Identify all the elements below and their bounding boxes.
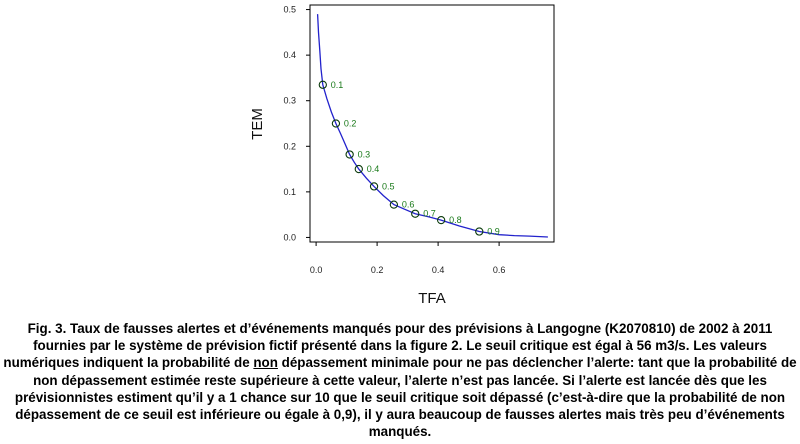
data-point-marker bbox=[369, 182, 379, 191]
x-tick-label: 0.4 bbox=[432, 265, 445, 275]
data-point-marker bbox=[389, 200, 399, 209]
figure-caption: Fig. 3. Taux de fausses alertes et d’évé… bbox=[0, 320, 800, 440]
x-tick-label: 0.0 bbox=[310, 265, 323, 275]
data-point-marker bbox=[345, 150, 354, 159]
data-point-label: 0.2 bbox=[344, 119, 357, 129]
y-tick-label: 0.3 bbox=[283, 96, 296, 106]
y-axis: 0.0 0.1 0.2 0.3 0.4 0.5 bbox=[283, 5, 310, 242]
data-point-label: 0.1 bbox=[331, 80, 344, 90]
data-point-marker bbox=[475, 227, 484, 236]
y-tick-label: 0.4 bbox=[283, 50, 296, 60]
data-point-label: 0.9 bbox=[487, 227, 500, 237]
chart: 0.0 0.2 0.4 0.6 0.00.10.20.30.40.5 0.10.20.… bbox=[249, 4, 555, 307]
y-tick-label: 0.1 bbox=[283, 187, 296, 197]
data-point-label: 0.4 bbox=[367, 164, 380, 174]
data-point-marker bbox=[411, 209, 420, 218]
data-point-marker bbox=[318, 80, 327, 89]
x-axis: 0.0 0.2 0.4 0.6 bbox=[310, 242, 506, 275]
data-point-label: 0.6 bbox=[402, 200, 415, 210]
data-point-label: 0.8 bbox=[449, 215, 462, 225]
caption-part-2: dépassement minimale pour ne pas déclenc… bbox=[14, 355, 797, 440]
x-tick-label: 0.2 bbox=[371, 265, 384, 275]
y-tick-label: 0.5 bbox=[283, 5, 296, 15]
y-tick-label: 0.0 bbox=[283, 232, 296, 242]
caption-part-1: Fig. 3. Taux de fausses alertes et d’évé… bbox=[3, 321, 773, 371]
plot-frame bbox=[309, 4, 555, 243]
data-point-marker bbox=[436, 215, 446, 225]
y-tick-label: 0.2 bbox=[283, 141, 296, 151]
point-markers: 0.1 0.2 0.3 0.40.5 0.6 0.7 0.8 0.9 bbox=[318, 80, 500, 237]
y-axis-label: TEM bbox=[249, 108, 266, 140]
data-point-marker bbox=[354, 164, 363, 174]
data-point-marker bbox=[331, 119, 341, 128]
data-point-label: 0.3 bbox=[358, 149, 371, 159]
x-axis-label: TFA bbox=[418, 290, 446, 307]
data-point-label: 0.7 bbox=[423, 209, 436, 219]
series-line bbox=[316, 14, 548, 238]
x-tick-label: 0.6 bbox=[493, 265, 506, 275]
data-point-label: 0.5 bbox=[382, 181, 395, 191]
caption-underlined-word: non bbox=[253, 355, 278, 371]
